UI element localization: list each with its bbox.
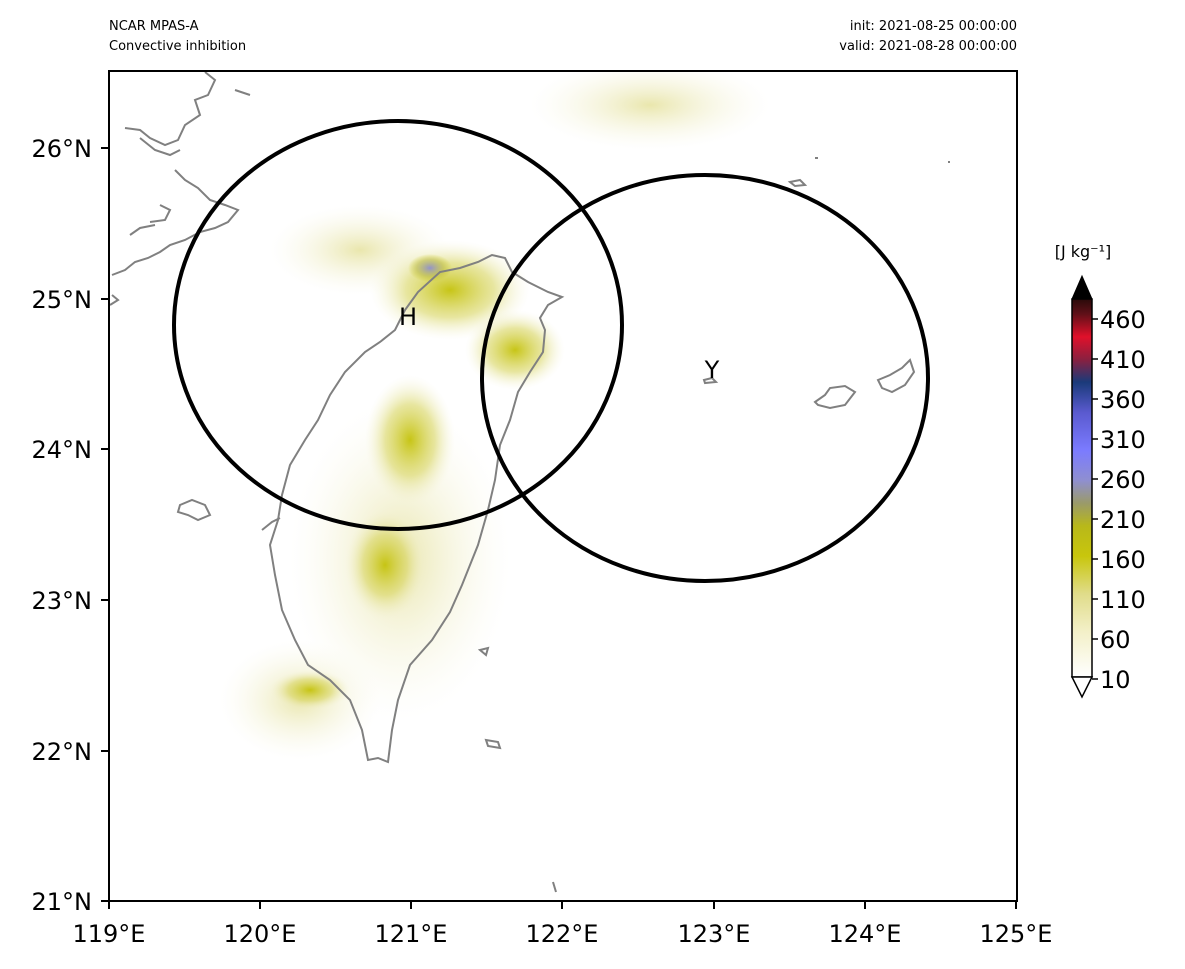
y-tick-label: 26°N [32,135,93,163]
colorbar-tick-label: 110 [1100,586,1146,614]
circle-h [172,119,624,531]
cin-shading [109,71,950,893]
x-tick-label: 125°E [980,920,1053,948]
y-tick-label: 25°N [32,286,93,314]
y-tick-label: 24°N [32,436,93,464]
cin-area-north [530,71,770,150]
x-tick-label: 124°E [829,920,902,948]
orchid-island [484,738,502,750]
circle-y [480,173,930,583]
senkaku-islet [787,178,808,188]
cin-core-mid [345,510,425,620]
cin-max-core [408,254,452,282]
coastlines [109,71,950,893]
yonaguni-island [702,376,719,385]
green-island [477,646,490,657]
x-axis [108,901,1017,909]
colorbar-tick-label: 260 [1100,466,1146,494]
figure-time-block: init: 2021-08-25 00:00:00 valid: 2021-08… [700,17,1017,57]
model-name: NCAR MPAS-A [109,19,199,34]
colorbar-tick-label: 460 [1100,306,1146,334]
valid-time: valid: 2021-08-28 00:00:00 [839,39,1017,54]
colorbar-extend-max [1071,274,1093,300]
china-coastline [111,71,251,276]
figure-title-block: NCAR MPAS-A Convective inhibition [109,17,246,57]
cin-core-central [365,375,455,505]
colorbar-gradient [1071,298,1093,678]
colorbar-tick-label: 410 [1100,346,1146,374]
colorbar-unit-label: [J kg⁻¹] [1055,242,1112,261]
colorbar-tick-label: 210 [1100,506,1146,534]
ishigaki-island [876,358,916,394]
y-tick-label: 21°N [32,888,93,916]
y-tick-label: 22°N [32,738,93,766]
iriomote-island [813,384,857,410]
field-name: Convective inhibition [109,39,247,54]
plot-area [109,71,1017,901]
x-tick-label: 119°E [73,920,146,948]
colorbar-tick-label: 60 [1100,626,1131,654]
x-tick-label: 122°E [526,920,599,948]
coast-fragment [261,517,281,531]
colorbar-tick-label: 160 [1100,546,1146,574]
x-tick-label: 120°E [224,920,297,948]
penghu-islands [176,498,212,522]
init-time: init: 2021-08-25 00:00:00 [849,19,1017,34]
x-tick-label: 121°E [375,920,448,948]
islet [552,881,557,893]
colorbar-tick-label: 10 [1100,666,1131,694]
colorbar [1070,274,1098,699]
y-axis [101,147,109,902]
circle-label-y: Y [704,356,720,384]
colorbar-tick-label: 360 [1100,386,1146,414]
x-tick-label: 123°E [678,920,751,948]
y-tick-label: 23°N [32,587,93,615]
circle-label-h: H [399,303,417,331]
coast-fragment [109,294,120,306]
taiwan-coastline [268,253,565,764]
colorbar-extend-min [1070,676,1094,699]
cin-core-south [270,670,350,710]
colorbar-tick-label: 310 [1100,426,1146,454]
